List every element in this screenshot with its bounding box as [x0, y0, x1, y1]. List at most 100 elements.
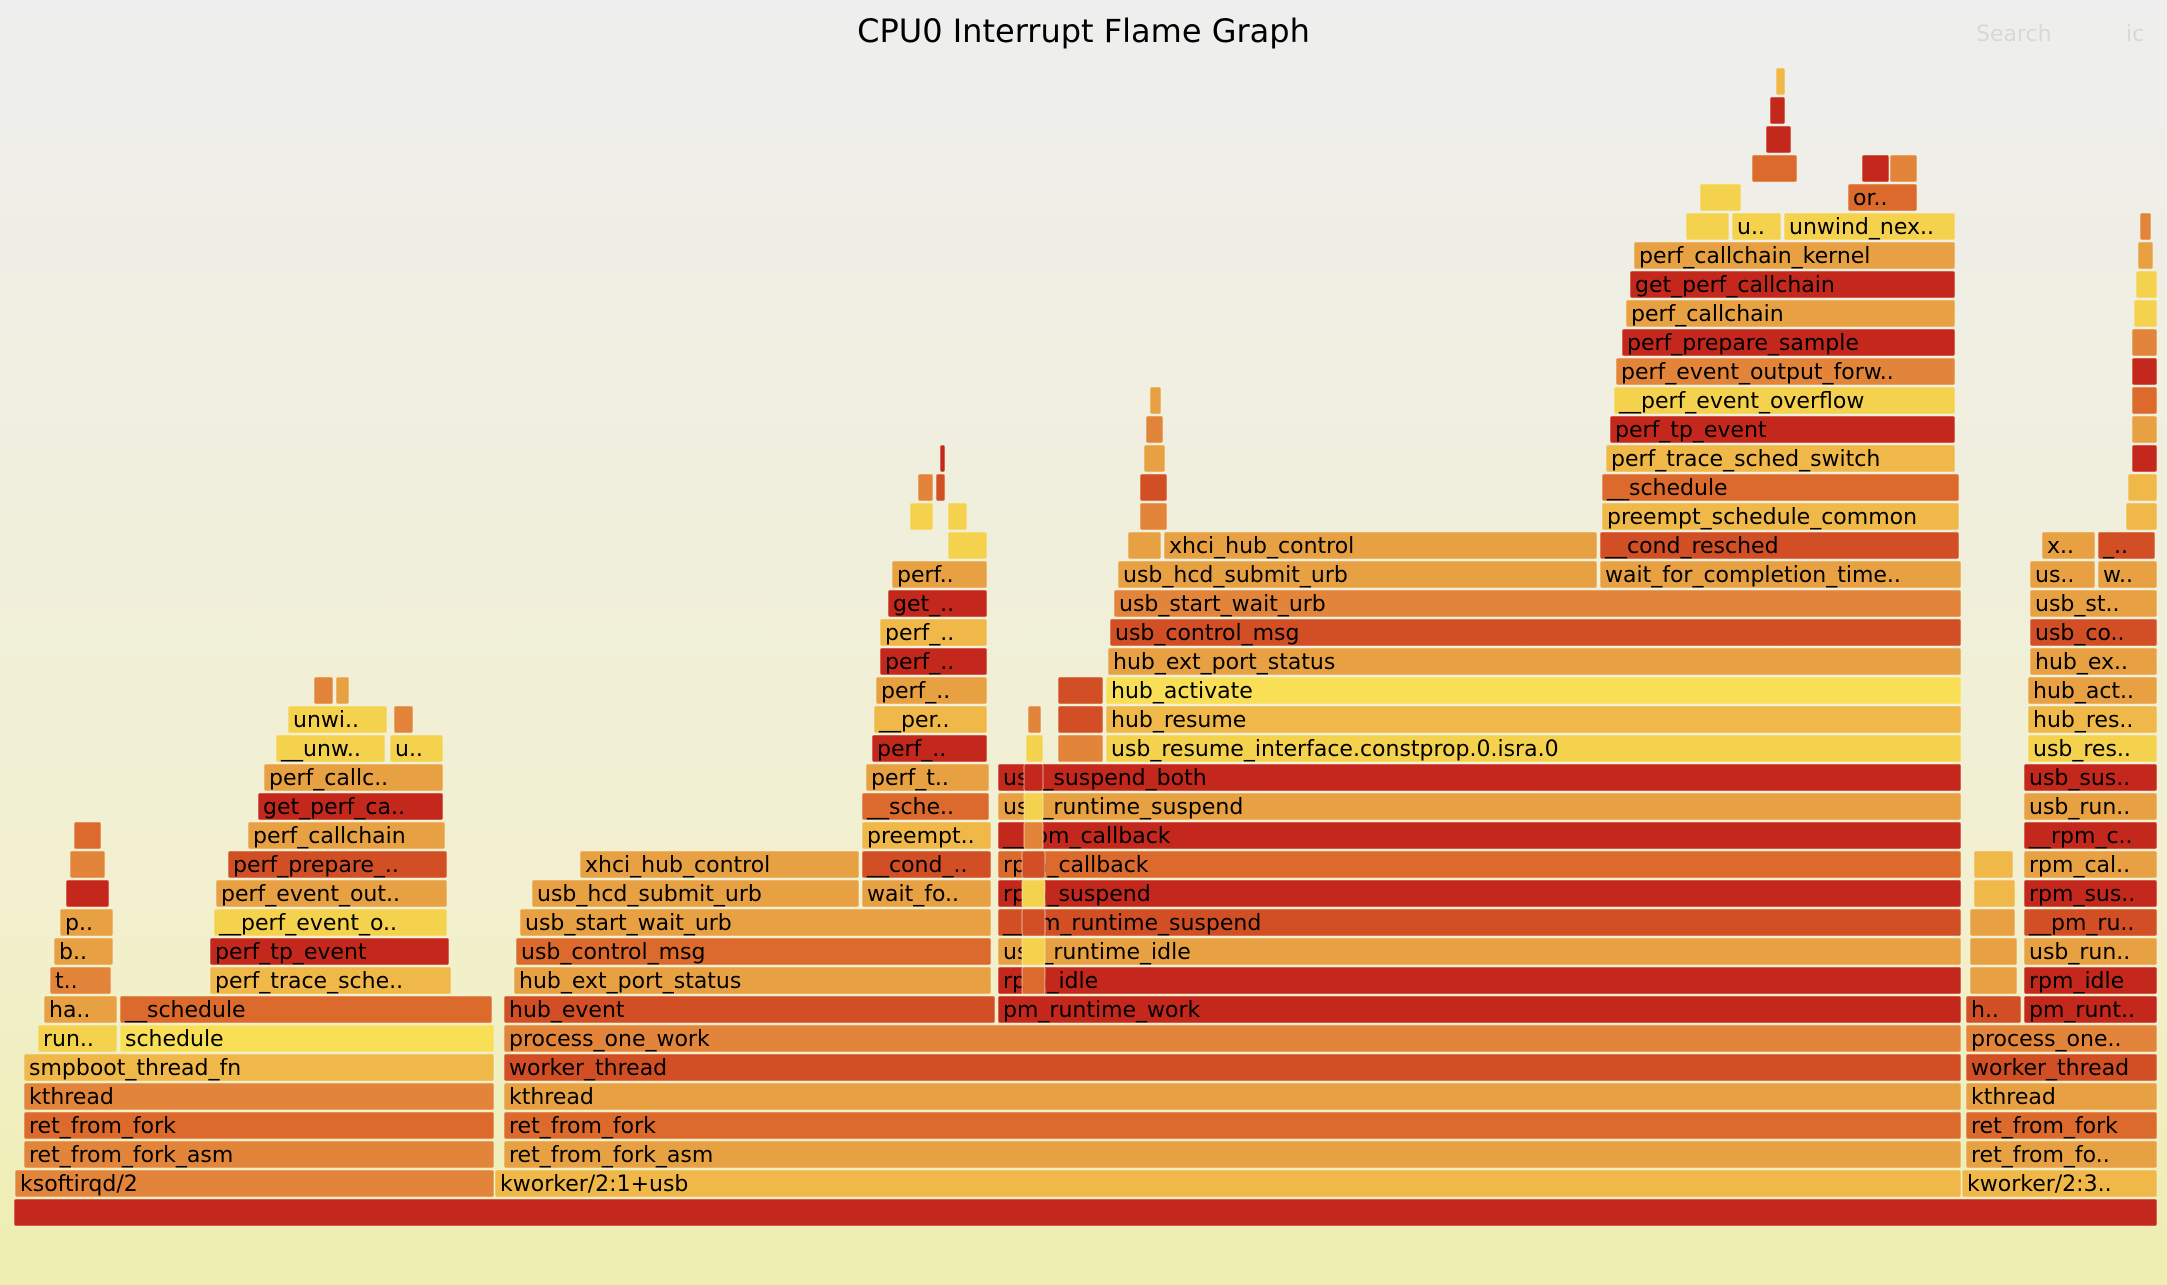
flame-frame[interactable]: perf_event_output_forwardperf_event_outp…	[1615, 357, 1956, 386]
flame-frame-bar[interactable]	[1021, 937, 1046, 966]
flame-frame-bar[interactable]	[1861, 154, 1890, 183]
flame-frame-bar[interactable]	[1145, 415, 1164, 444]
flame-frame[interactable]: perf_prepare_sample	[2131, 444, 2158, 473]
flame-frame-bar[interactable]	[1751, 154, 1798, 183]
flame-frame-bar[interactable]	[1117, 560, 1598, 589]
flame-frame[interactable]: xhci_hub_controlxhci_hub_control	[1163, 531, 1598, 560]
flame-frame[interactable]: unwind_next_frame unwind_nex..	[1783, 212, 1956, 241]
flame-frame[interactable]: __schedule__sche..	[861, 792, 990, 821]
flame-frame-bar[interactable]	[861, 792, 990, 821]
flame-frame[interactable]: pm_runtime_work pm_runt..	[2023, 995, 2158, 1024]
flame-frame-bar[interactable]	[1973, 850, 2014, 879]
flame-frame[interactable]: __perf_event_overflow__perf_event_overfl…	[1613, 386, 1956, 415]
flame-frame[interactable]	[1021, 908, 1046, 937]
flame-frame[interactable]: hub_eventh..	[1965, 995, 2022, 1024]
flame-frame-bar[interactable]	[939, 444, 946, 473]
flame-frame-bar[interactable]	[1023, 763, 1044, 792]
flame-frame-bar[interactable]	[871, 734, 988, 763]
flame-frame-bar[interactable]	[1143, 444, 1166, 473]
flame-frame-bar[interactable]	[503, 1082, 1962, 1111]
flame-frame-bar[interactable]	[2131, 357, 2158, 386]
flame-frame-bar[interactable]	[14, 1169, 495, 1198]
flame-frame-bar[interactable]	[1613, 386, 1956, 415]
flame-frame-bar[interactable]	[947, 531, 988, 560]
flame-frame-bar[interactable]	[909, 502, 934, 531]
flame-frame[interactable]: __unwind_start__unw..	[275, 734, 386, 763]
flame-frame[interactable]: unwind_next_frameu..	[1731, 212, 1782, 241]
flame-frame[interactable]: usb_resume_interfaceusb_res..	[2027, 734, 2158, 763]
flame-frame-bar[interactable]	[43, 995, 118, 1024]
flame-frame-bar[interactable]	[1609, 415, 1956, 444]
flame-frame-bar[interactable]	[313, 676, 334, 705]
flame-frame-bar[interactable]	[503, 1111, 1962, 1140]
flame-frame[interactable]	[1023, 821, 1044, 850]
flame-frame[interactable]: perf_event_output_forwardperf_..	[875, 676, 988, 705]
flame-frame-bar[interactable]	[2023, 821, 2158, 850]
flame-frame-bar[interactable]	[73, 821, 102, 850]
flame-frame-bar[interactable]	[1023, 792, 1044, 821]
flame-frame-bar[interactable]	[287, 705, 388, 734]
flame-frame[interactable]	[1023, 792, 1044, 821]
flame-frame[interactable]	[69, 850, 106, 879]
flame-frame[interactable]	[1145, 415, 1164, 444]
flame-frame[interactable]	[1139, 473, 1168, 502]
flame-frame-bar[interactable]	[335, 676, 350, 705]
flame-frame[interactable]	[1769, 96, 1786, 125]
flame-frame-bar[interactable]	[2023, 966, 2158, 995]
flame-frame-bar[interactable]	[1969, 966, 2018, 995]
flame-frame-bar[interactable]	[865, 763, 990, 792]
flame-frame[interactable]: usb_suspend_both usb_suspend_both	[997, 763, 1962, 792]
flame-frame-bar[interactable]	[2097, 531, 2156, 560]
flame-frame-bar[interactable]	[1025, 734, 1044, 763]
flame-frame-bar[interactable]	[1163, 531, 1598, 560]
flame-frame[interactable]	[2131, 328, 2158, 357]
flame-frame-bar[interactable]	[997, 908, 1962, 937]
flame-frame-bar[interactable]	[935, 473, 946, 502]
flame-frame[interactable]: __cond_resched __cond_resched	[1599, 531, 1960, 560]
flame-frame-bar[interactable]	[1965, 1053, 2158, 1082]
flame-frame[interactable]: __schedule__schedule	[1601, 473, 1960, 502]
flame-frame-bar[interactable]	[23, 1053, 495, 1082]
flame-frame[interactable]: usb_hub_port_status	[1969, 937, 2018, 966]
flame-frame[interactable]	[2137, 241, 2154, 270]
flame-frame[interactable]	[2135, 270, 2158, 299]
flame-frame[interactable]: usb_start_wait_urbusb_start_wait_urb	[519, 908, 992, 937]
flame-frame[interactable]: wait_for_completion_timeout wait_for_comp…	[1599, 560, 1962, 589]
flame-frame-bar[interactable]	[1965, 1024, 2158, 1053]
flame-frame-bar[interactable]	[2125, 502, 2158, 531]
flame-frame[interactable]	[939, 444, 946, 473]
flame-frame-bar[interactable]	[515, 937, 992, 966]
flame-frame[interactable]: usb_hcd_submit_urbusb_hcd_submit_urb	[531, 879, 860, 908]
flame-frame[interactable]: perf_tp_eventperf_tp_event	[1609, 415, 1956, 444]
flame-frame-bar[interactable]	[2137, 241, 2154, 270]
flame-frame-bar[interactable]	[23, 1140, 495, 1169]
flame-frame-bar[interactable]	[13, 1198, 2158, 1227]
flame-frame[interactable]	[65, 879, 110, 908]
flame-frame-bar[interactable]	[209, 937, 450, 966]
flame-frame-bar[interactable]	[1601, 502, 1960, 531]
flame-frame-bar[interactable]	[1633, 241, 1956, 270]
flame-frame-bar[interactable]	[1699, 183, 1742, 212]
flame-frame[interactable]: rpm_idlerpm_idle	[2023, 966, 2158, 995]
flame-frame-bar[interactable]	[2029, 560, 2096, 589]
flame-frame[interactable]: ksoftirqd/2ksoftirqd/2	[14, 1169, 495, 1198]
flame-frame[interactable]	[909, 502, 934, 531]
flame-frame[interactable]	[1889, 154, 1918, 183]
flame-frame-bar[interactable]	[119, 995, 493, 1024]
flame-frame-bar[interactable]	[861, 850, 992, 879]
flame-frame-bar[interactable]	[2027, 676, 2158, 705]
flame-frame[interactable]: usb_start_wait_urbusb_st..	[2029, 589, 2158, 618]
flame-frame-bar[interactable]	[1783, 212, 1956, 241]
flame-frame[interactable]: kthreadkthread	[23, 1082, 495, 1111]
flame-frame[interactable]	[1139, 502, 1168, 531]
